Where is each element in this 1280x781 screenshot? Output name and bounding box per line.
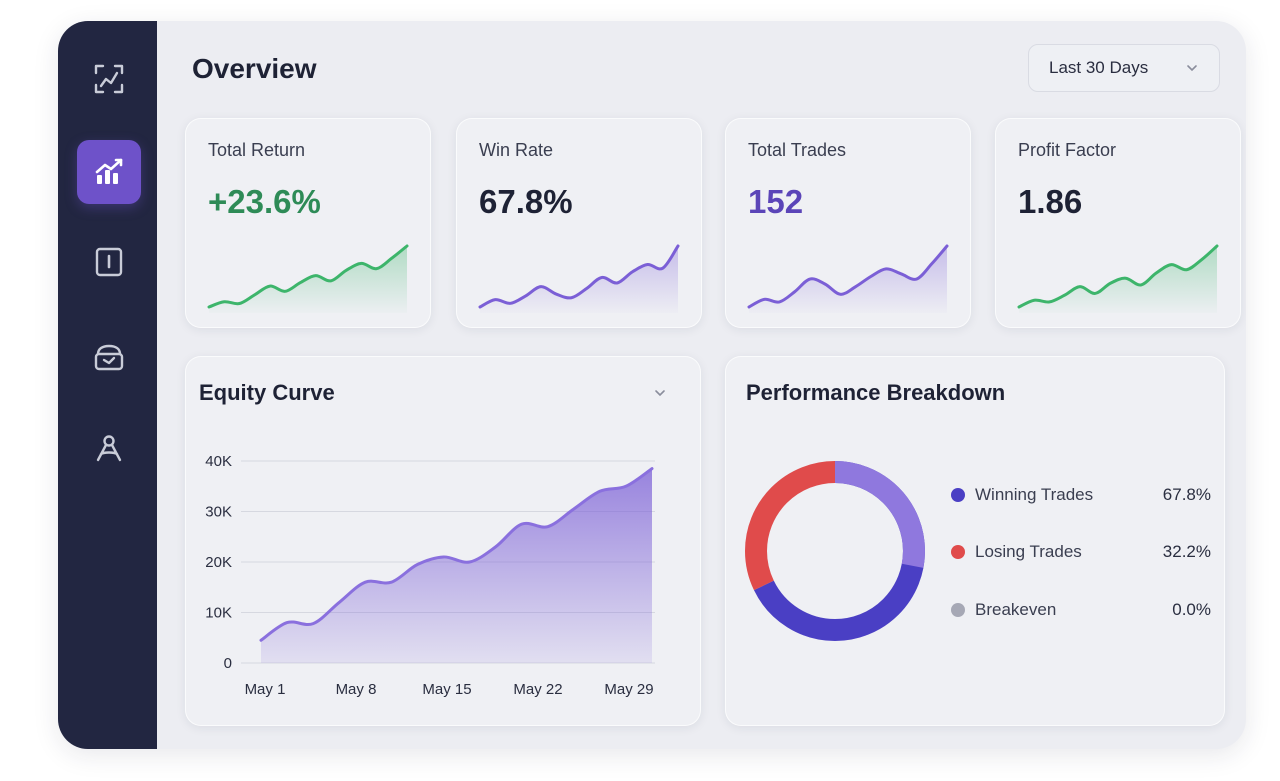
tools-icon [96, 435, 122, 462]
kpi-value: 67.8% [479, 183, 573, 220]
chart-expand-icon [94, 64, 124, 94]
sparkline-area [480, 246, 678, 313]
kpi-sparkline [478, 244, 680, 313]
equity-area [261, 468, 652, 663]
kpi-sparkline [207, 244, 409, 313]
legend-dot [951, 603, 965, 617]
equity-line [259, 467, 654, 642]
kpi-card-profit-factor: Profit Factor 1.86 [995, 118, 1241, 328]
y-tick-label: 20K [205, 554, 232, 571]
x-tick-label: May 15 [422, 681, 471, 698]
legend-label: Winning Trades [975, 485, 1094, 504]
sparkline-area [1019, 246, 1217, 313]
performance-breakdown-card: Performance Breakdown Winning Trades 67.… [725, 356, 1225, 726]
nav-item-tools[interactable] [77, 417, 141, 481]
kpi-label: Profit Factor [1018, 140, 1117, 160]
performance-breakdown-title: Performance Breakdown [746, 380, 1006, 405]
legend-label: Breakeven [975, 600, 1057, 619]
nav-item-journal[interactable] [77, 230, 141, 294]
legend-row-losing: Losing Trades 32.2% [951, 540, 1211, 564]
kpi-card-win-rate: Win Rate 67.8% [456, 118, 702, 328]
sparkline-line [207, 244, 409, 309]
sidebar [58, 21, 157, 749]
kpi-label: Total Trades [748, 140, 847, 160]
date-range-select[interactable]: Last 30 Days [1028, 44, 1220, 92]
performance-donut-chart [745, 461, 925, 641]
y-tick-label: 0 [224, 655, 232, 672]
legend-row-breakeven: Breakeven 0.0% [951, 598, 1211, 622]
x-tick-label: May 8 [336, 681, 377, 698]
equity-curve-card: Equity Curve 0 10K 20K 30K 40K May 1 May 8 May … [185, 356, 701, 726]
kpi-value: +23.6% [208, 183, 321, 220]
kpi-label: Total Return [208, 140, 306, 160]
kpi-sparkline [747, 244, 949, 313]
nav-item-analytics[interactable] [77, 140, 141, 204]
page-title: Overview [192, 53, 317, 84]
legend-dot [951, 488, 965, 502]
nav-item-overview-expand[interactable] [77, 47, 141, 111]
analytics-chart-icon [95, 158, 123, 184]
kpi-card-total-trades: Total Trades 152 [725, 118, 971, 328]
legend-value: 32.2% [1162, 542, 1211, 561]
kpi-label: Win Rate [479, 140, 554, 160]
sparkline-line [747, 244, 949, 309]
x-tick-label: May 29 [604, 681, 653, 698]
legend-row-winning: Winning Trades 67.8% [951, 483, 1211, 507]
x-tick-label: May 22 [513, 681, 562, 698]
y-tick-label: 40K [205, 453, 232, 470]
kpi-card-total-return: Total Return +23.6% [185, 118, 431, 328]
chevron-down-icon[interactable] [653, 386, 667, 400]
book-icon [95, 247, 123, 277]
date-range-label: Last 30 Days [1049, 58, 1149, 77]
briefcase-icon [94, 344, 124, 371]
y-tick-label: 10K [205, 605, 232, 622]
sparkline-line [478, 244, 680, 309]
kpi-value: 152 [748, 183, 804, 220]
legend-value: 67.8% [1162, 485, 1211, 504]
legend-dot [951, 545, 965, 559]
equity-curve-title: Equity Curve [199, 380, 335, 405]
legend-label: Losing Trades [975, 542, 1082, 561]
kpi-sparkline [1017, 244, 1219, 313]
legend-value: 0.0% [1172, 600, 1211, 619]
y-tick-label: 30K [205, 504, 232, 521]
nav-item-portfolio[interactable] [77, 325, 141, 389]
x-tick-label: May 1 [245, 681, 286, 698]
equity-curve-chart: 0 10K 20K 30K 40K May 1 May 8 May 15 May 22 May 2… [205, 453, 655, 698]
chevron-down-icon [1187, 65, 1197, 72]
sparkline-area [749, 246, 947, 313]
main-content: Overview Last 30 Days Total Return +23.6… [157, 21, 1246, 749]
app-window: Overview Last 30 Days Total Return +23.6… [58, 21, 1246, 749]
kpi-value: 1.86 [1018, 183, 1083, 220]
sparkline-line [1017, 244, 1219, 309]
donut-slice-highlight [745, 461, 925, 641]
